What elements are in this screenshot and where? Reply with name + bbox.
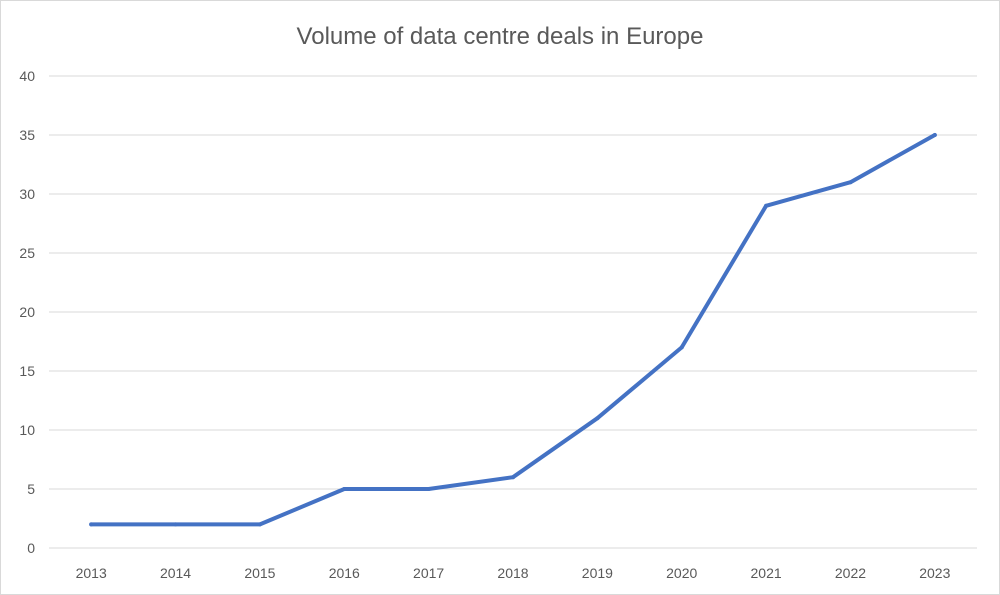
y-tick-label: 10 <box>19 422 35 438</box>
y-tick-label: 0 <box>27 540 35 556</box>
data-point-2020 <box>679 345 684 350</box>
y-tick-label: 30 <box>19 186 35 202</box>
x-tick-label: 2016 <box>329 565 360 581</box>
series-line <box>89 133 937 527</box>
data-point-2013 <box>89 522 94 527</box>
y-tick-label: 35 <box>19 127 35 143</box>
data-point-2014 <box>173 522 178 527</box>
data-point-2018 <box>511 475 515 480</box>
y-tick-label: 20 <box>19 304 35 320</box>
y-axis-ticks: 0 5 10 15 20 25 30 35 40 <box>19 68 35 556</box>
data-point-2016 <box>342 487 347 491</box>
chart-title: Volume of data centre deals in Europe <box>297 23 704 50</box>
x-tick-label: 2013 <box>76 565 107 581</box>
x-tick-label: 2019 <box>582 565 613 581</box>
x-tick-label: 2015 <box>244 565 275 581</box>
series-layer <box>89 133 937 527</box>
data-point-2023 <box>932 133 937 137</box>
x-axis-ticks: 2013 2014 2015 2016 2017 2018 2019 2020 2021 2022… <box>76 565 951 581</box>
data-point-2021 <box>764 203 769 208</box>
y-tick-label: 15 <box>19 363 35 379</box>
y-tick-label: 5 <box>27 481 35 497</box>
x-tick-label: 2023 <box>919 565 950 581</box>
x-tick-label: 2021 <box>751 565 782 581</box>
data-point-2015 <box>257 522 262 527</box>
x-tick-label: 2014 <box>160 565 191 581</box>
data-point-2022 <box>848 180 853 185</box>
data-point-2019 <box>595 416 600 421</box>
gridlines <box>49 75 977 549</box>
x-tick-label: 2020 <box>666 565 697 581</box>
x-tick-label: 2018 <box>497 565 528 581</box>
y-tick-label: 40 <box>19 68 35 84</box>
y-tick-label: 25 <box>19 245 35 261</box>
x-tick-label: 2017 <box>413 565 444 581</box>
data-point-2017 <box>426 487 431 491</box>
x-tick-label: 2022 <box>835 565 866 581</box>
